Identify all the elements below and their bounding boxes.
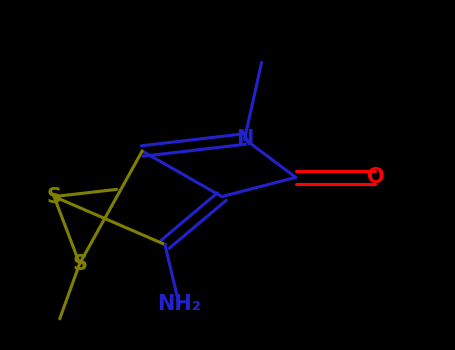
Text: N: N [236,129,253,149]
Text: NH₂: NH₂ [157,294,201,314]
Text: S: S [46,187,61,206]
Text: O: O [367,167,384,187]
Text: S: S [72,254,87,274]
